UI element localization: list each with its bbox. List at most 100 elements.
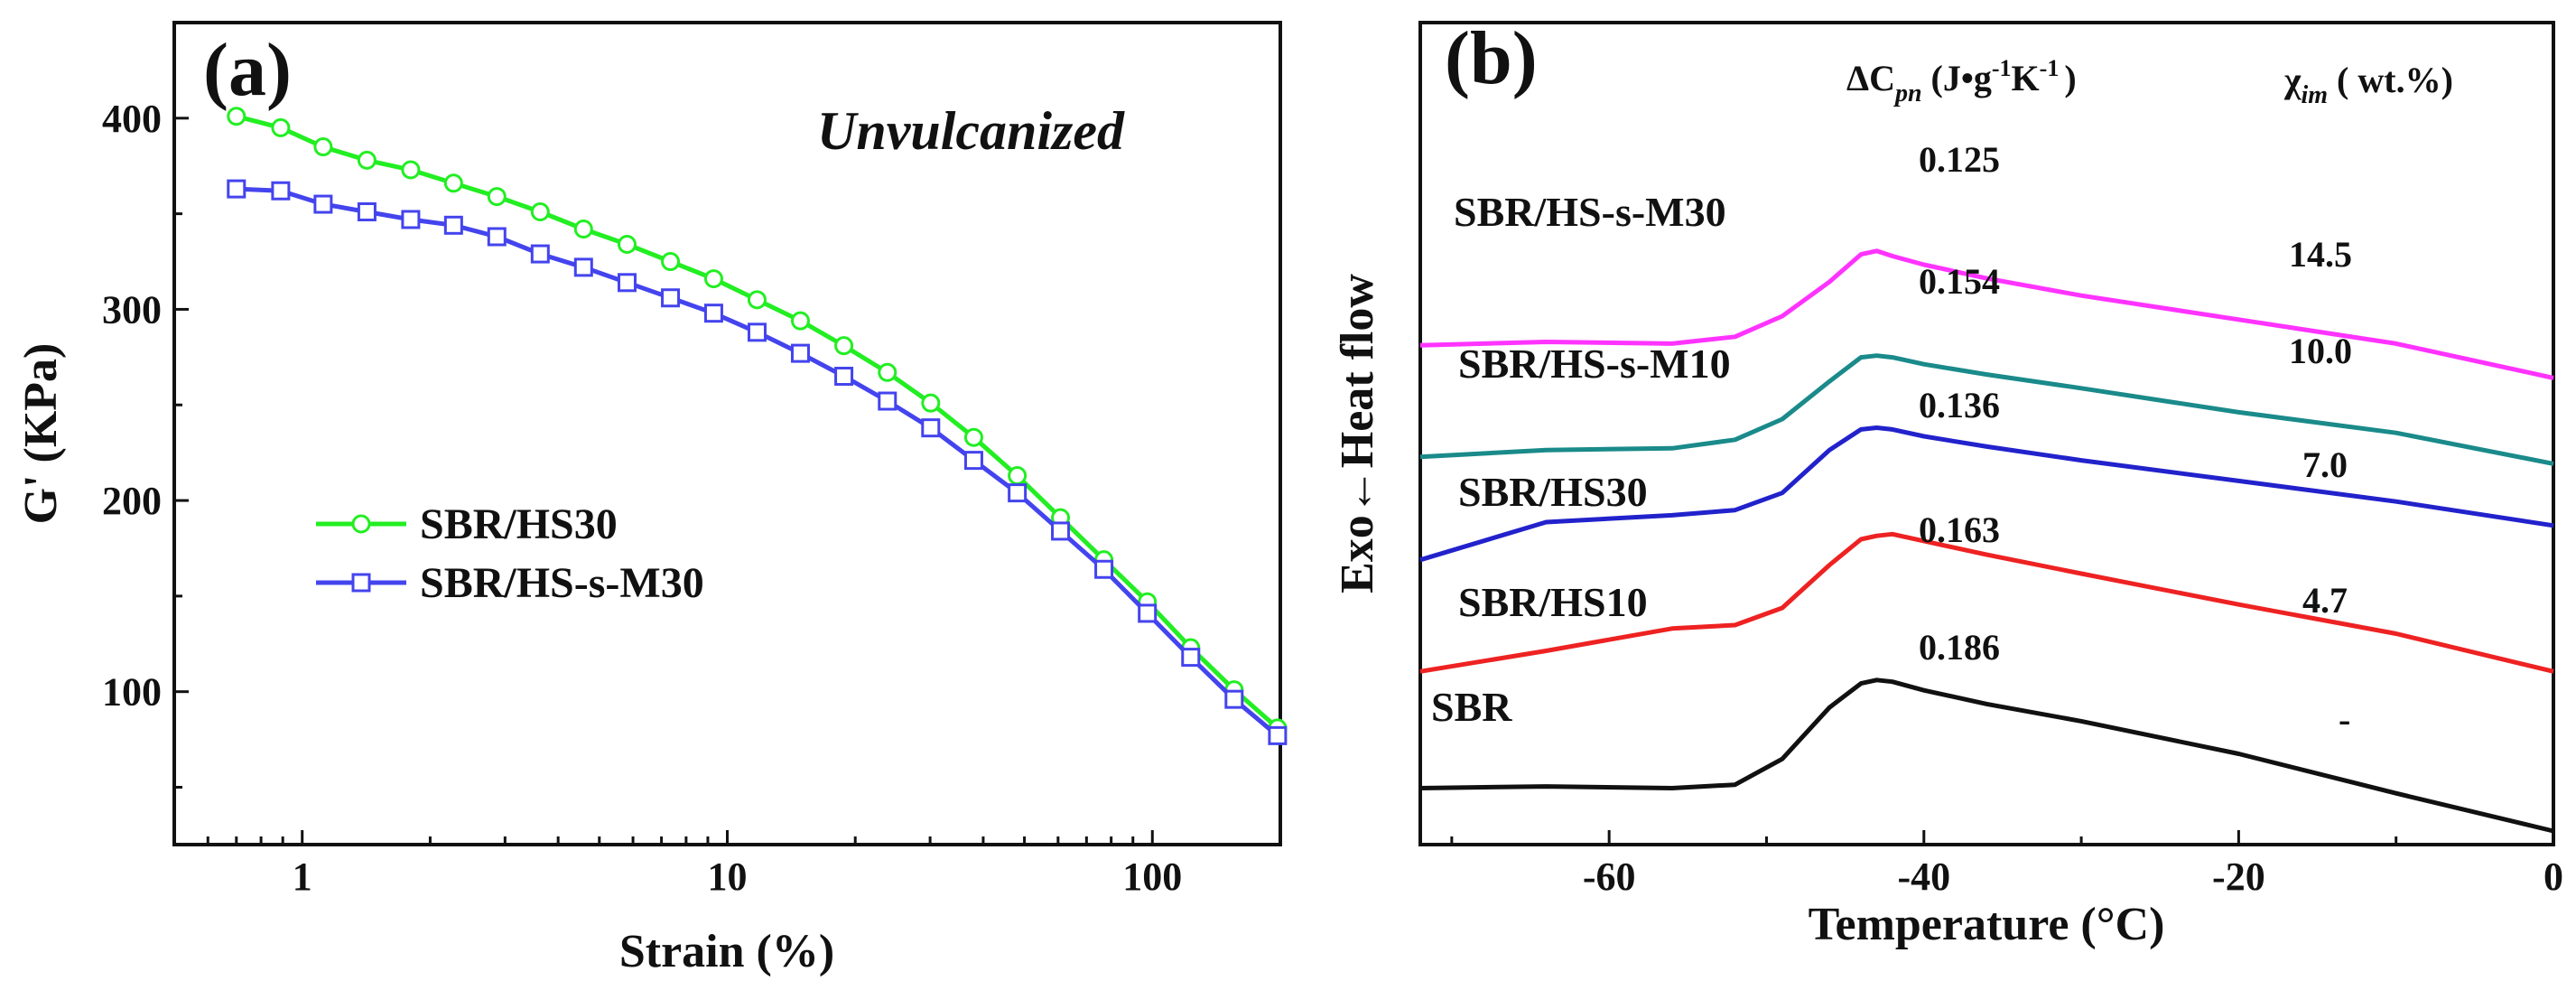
dsc-curve-sbr-hs30 <box>1419 425 2554 563</box>
panel-b-delta-cp-values: 0.125 0.154 0.136 0.163 0.186 <box>1919 139 2000 668</box>
delta-cp-value-sbr: 0.186 <box>1919 627 2000 668</box>
panel-b-y-axis-title: Exo←Heat flow <box>1332 274 1383 593</box>
trace-label-sbr-hs10: SBR/HS10 <box>1458 579 1648 625</box>
legend-label-sbr-hs30: SBR/HS30 <box>420 500 618 548</box>
data-point-sbr-hs30 <box>530 202 550 222</box>
legend-label-sbr-hs-s-m30: SBR/HS-s-M30 <box>420 559 704 607</box>
panel-b-dsc-curves: -60 -40 -20 0 (b) ΔCpn (J•g-1K-1) χim( wt.%)… <box>1332 16 2563 950</box>
data-point-sbr-hs-s-m30 <box>530 244 550 264</box>
chi-value-sbr-hs-s-m30: 14.5 <box>2289 234 2352 275</box>
data-point-sbr-hs-s-m30 <box>313 194 333 214</box>
data-point-sbr-hs-s-m30 <box>1138 603 1158 623</box>
data-point-sbr-hs30 <box>573 220 593 239</box>
dsc-curve-sbr-hs10 <box>1419 531 2554 674</box>
delta-cp-value-sbr-hs-s-m10: 0.154 <box>1919 261 2000 302</box>
data-point-sbr-hs-s-m30 <box>487 227 507 247</box>
panel-a-ticks: 1 10 100 100 200 300 400 <box>102 21 1282 899</box>
panel-b-x-tick-label: -40 <box>1897 855 1950 899</box>
panel-a-x-tick-label: 1 <box>293 855 312 899</box>
data-point-sbr-hs30 <box>1008 466 1028 486</box>
series-line-sbr-hs-s-m30 <box>236 186 1279 738</box>
data-point-sbr-hs30 <box>401 160 421 180</box>
panel-b-x-tick-label: 0 <box>2543 855 2563 899</box>
data-point-sbr-hs30 <box>487 187 507 207</box>
data-point-sbr-hs-s-m30 <box>834 367 854 387</box>
delta-cp-value-sbr-hs10: 0.163 <box>1919 509 2000 550</box>
chi-value-sbr-hs10: 4.7 <box>2302 580 2348 621</box>
data-point-sbr-hs30 <box>357 150 377 170</box>
panel-a-x-tick-label: 100 <box>1122 855 1182 899</box>
data-point-sbr-hs-s-m30 <box>401 210 421 229</box>
data-point-sbr-hs30 <box>661 252 681 272</box>
data-point-sbr-hs-s-m30 <box>1268 725 1288 745</box>
data-point-sbr-hs30 <box>271 117 291 137</box>
data-point-sbr-hs-s-m30 <box>227 179 246 199</box>
panel-b-label: (b) <box>1445 16 1538 100</box>
unvulcanized-annotation: Unvulcanized <box>817 101 1125 161</box>
panel-a-storage-modulus: 1 10 100 100 200 300 400 (a) Unvulcanized SBR/… <box>15 21 1288 977</box>
trace-label-sbr-hs-s-m10: SBR/HS-s-M10 <box>1458 341 1731 387</box>
chi-column-header: χim( wt.%) <box>2283 60 2453 109</box>
data-point-sbr-hs-s-m30 <box>1224 689 1244 709</box>
panel-a-y-tick-label: 100 <box>102 670 162 715</box>
data-point-sbr-hs-s-m30 <box>703 304 723 323</box>
delta-cp-value-sbr-hs-s-m30: 0.125 <box>1919 139 2000 180</box>
delta-cp-value-sbr-hs30: 0.136 <box>1919 385 2000 425</box>
chi-value-sbr-hs30: 7.0 <box>2302 444 2348 485</box>
panel-a-y-tick-label: 200 <box>102 479 162 523</box>
trace-label-sbr-hs30: SBR/HS30 <box>1458 469 1648 515</box>
data-point-sbr-hs-s-m30 <box>878 391 897 411</box>
data-point-sbr-hs-s-m30 <box>1181 648 1201 668</box>
panel-a-y-axis-title: G' (KPa) <box>15 343 67 525</box>
data-point-sbr-hs-s-m30 <box>963 451 983 471</box>
panel-b-x-tick-label: -60 <box>1583 855 1636 899</box>
data-point-sbr-hs30 <box>834 336 854 356</box>
data-point-sbr-hs30 <box>227 107 246 126</box>
data-point-sbr-hs30 <box>790 311 810 331</box>
data-point-sbr-hs-s-m30 <box>271 181 291 201</box>
delta-cp-column-header: ΔCpn (J•g-1K-1) <box>1846 55 2077 107</box>
panel-b-x-axis-title: Temperature (°C) <box>1809 899 2165 950</box>
panel-a-x-axis-title: Strain (%) <box>619 926 834 977</box>
data-point-sbr-hs-s-m30 <box>573 257 593 277</box>
data-point-sbr-hs-s-m30 <box>747 322 767 342</box>
dsc-curve-sbr-hs-s-m10 <box>1419 353 2554 466</box>
legend-marker-sbr-hs-s-m30 <box>351 573 371 593</box>
legend-marker-sbr-hs30 <box>351 514 371 534</box>
data-point-sbr-hs-s-m30 <box>617 273 637 293</box>
trace-label-sbr-hs-s-m30: SBR/HS-s-M30 <box>1454 189 1726 235</box>
panel-b-x-tick-label: -20 <box>2212 855 2265 899</box>
panel-b-trace-labels: SBR/HS-s-M30 SBR/HS-s-M10 SBR/HS30 SBR/H… <box>1431 189 1731 730</box>
panel-a-y-tick-label: 400 <box>102 97 162 141</box>
data-point-sbr-hs30 <box>313 137 333 157</box>
dsc-curve-sbr-hs-s-m30 <box>1419 248 2554 380</box>
data-point-sbr-hs30 <box>963 427 983 447</box>
panel-a-y-tick-label: 300 <box>102 287 162 332</box>
chi-value-sbr-hs-s-m10: 10.0 <box>2289 331 2352 371</box>
data-point-sbr-hs-s-m30 <box>1008 483 1028 503</box>
data-point-sbr-hs-s-m30 <box>357 202 377 222</box>
panel-b-ticks: -60 -40 -20 0 <box>1450 830 2563 899</box>
chi-value-sbr: - <box>2339 699 2350 740</box>
panel-b-axes-frame <box>1418 21 2555 846</box>
panel-a-series <box>227 107 1288 745</box>
panel-a-x-tick-label: 10 <box>708 855 748 899</box>
series-line-sbr-hs30 <box>236 114 1279 730</box>
panel-a-legend: SBR/HS30 SBR/HS-s-M30 <box>316 500 704 607</box>
trace-label-sbr: SBR <box>1431 684 1512 730</box>
dsc-curve-sbr <box>1419 677 2554 834</box>
data-point-sbr-hs30 <box>921 393 941 413</box>
data-point-sbr-hs-s-m30 <box>661 288 681 308</box>
data-point-sbr-hs-s-m30 <box>1094 559 1114 579</box>
data-point-sbr-hs30 <box>443 173 463 193</box>
panel-b-series <box>1419 248 2554 834</box>
data-point-sbr-hs-s-m30 <box>1051 521 1071 541</box>
data-point-sbr-hs30 <box>878 362 897 382</box>
panel-a-label: (a) <box>203 28 292 112</box>
data-point-sbr-hs30 <box>703 269 723 289</box>
data-point-sbr-hs30 <box>617 234 637 254</box>
data-point-sbr-hs-s-m30 <box>790 343 810 363</box>
panel-b-chi-values: 14.5 10.0 7.0 4.7 - <box>2289 234 2352 740</box>
data-point-sbr-hs-s-m30 <box>921 418 941 438</box>
